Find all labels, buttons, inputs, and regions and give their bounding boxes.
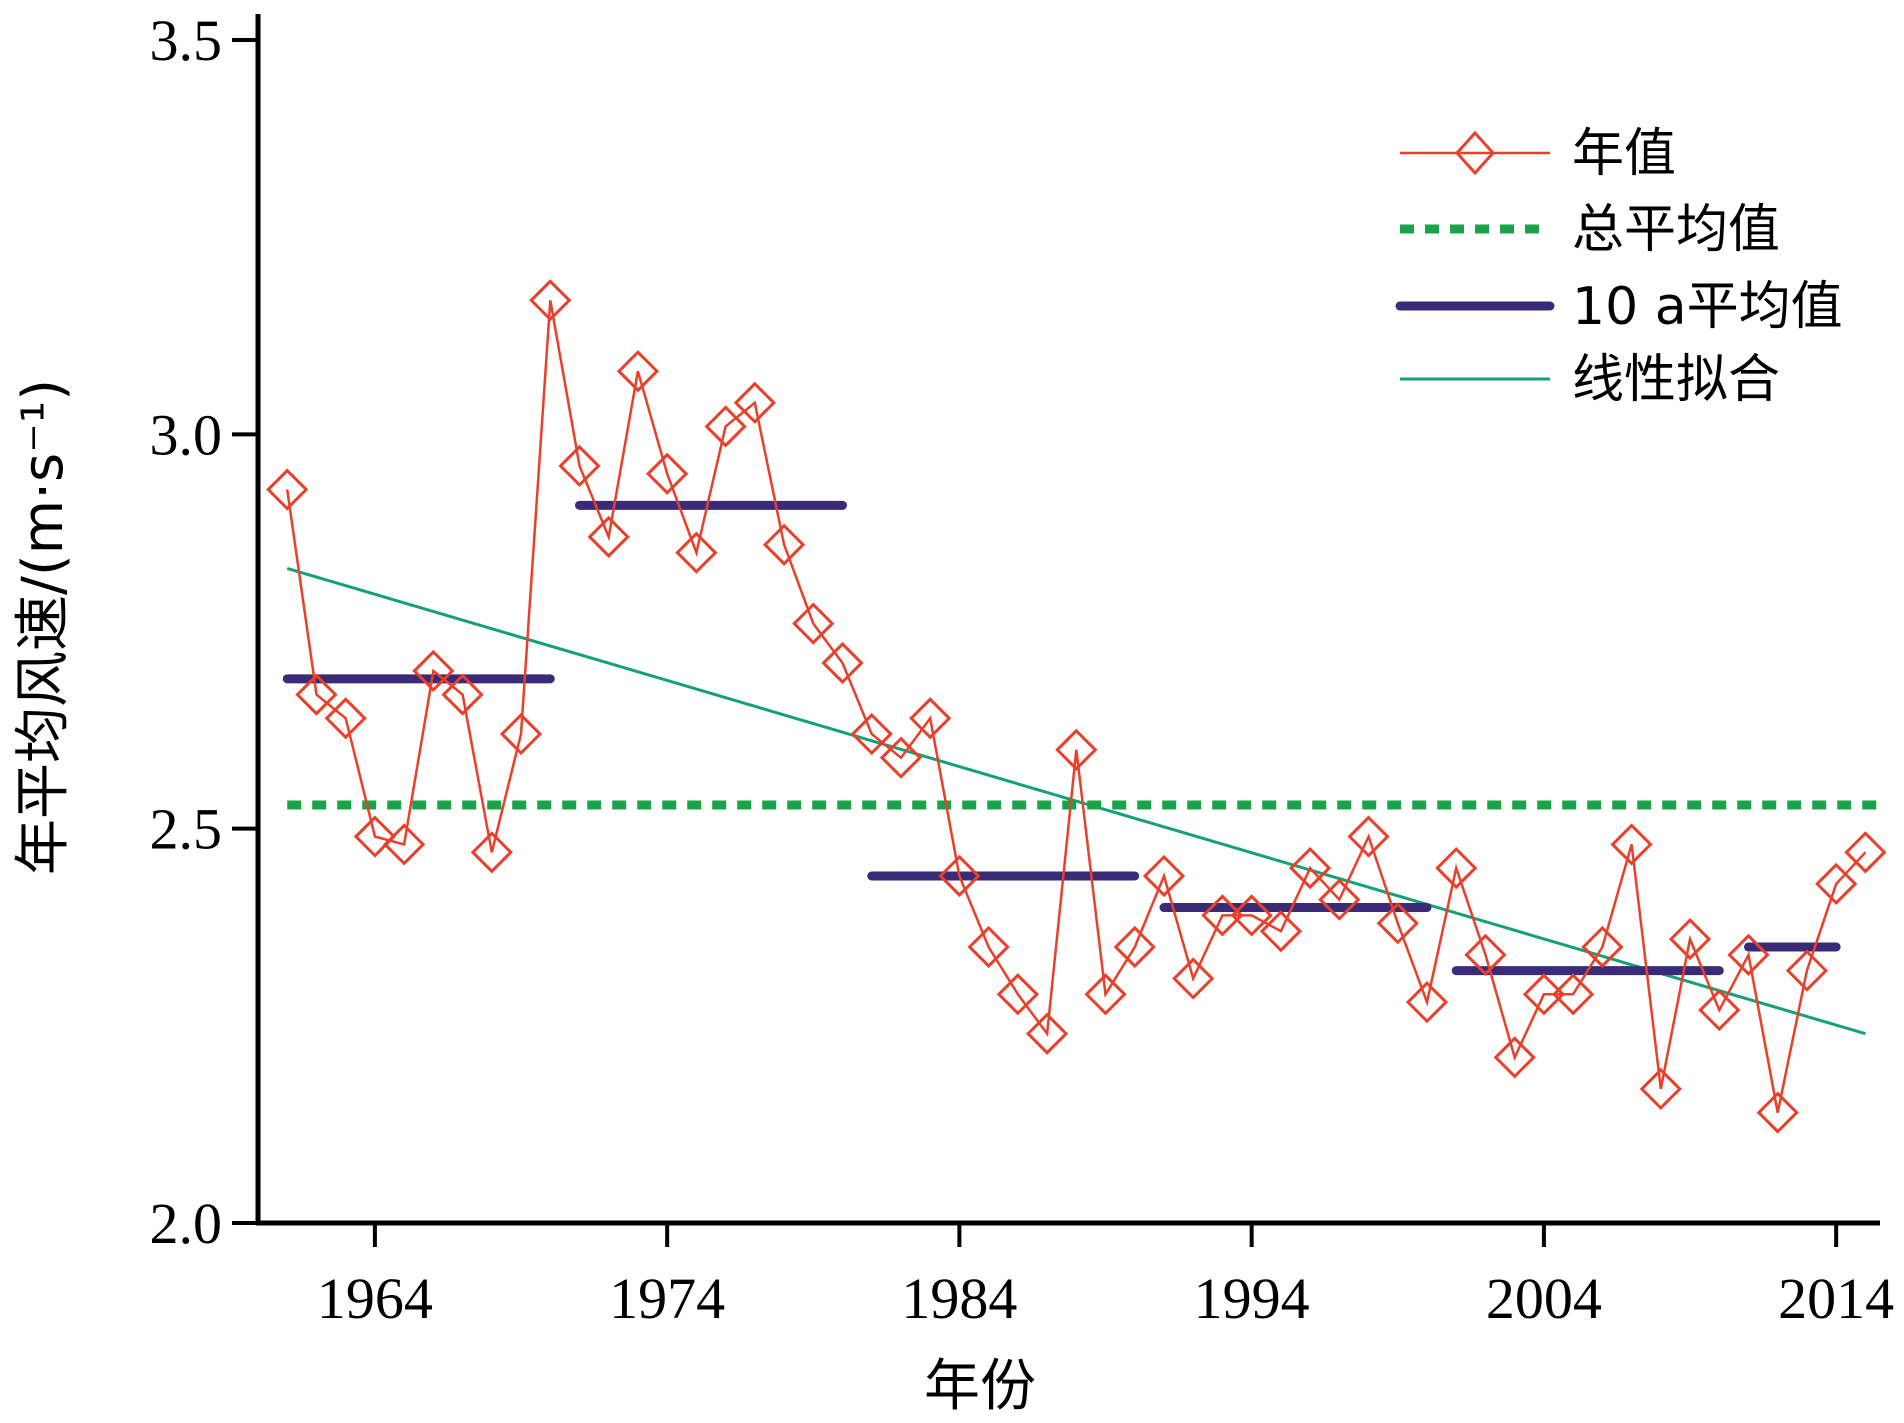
annual-point-1987	[1025, 1012, 1069, 1055]
annual-point-2007	[1610, 823, 1653, 866]
legend-annual-swatch-marker	[1454, 130, 1496, 176]
linear-fit-layer	[286, 566, 1866, 1036]
annual-point-1970	[529, 279, 572, 322]
annual-point-1961	[266, 468, 309, 511]
annual-point-1966	[412, 649, 455, 693]
y-axis-title: 年平均风速/(m·s⁻¹)	[11, 379, 76, 875]
annual-series-layer	[266, 279, 1887, 1134]
annual-point-1963	[324, 697, 367, 740]
annual-series-line	[285, 300, 1867, 1113]
annual-point-1973	[616, 350, 660, 393]
annual-point-1992	[1172, 957, 1215, 1000]
annual-point-1993	[1201, 894, 1244, 937]
annual-point-1976	[704, 405, 747, 448]
annual-point-1983	[909, 697, 952, 740]
annual-point-2003	[1493, 1036, 1536, 1079]
annual-point-2009	[1668, 917, 1712, 961]
annual-point-1979	[792, 602, 835, 645]
annual-point-1997	[1318, 878, 1361, 921]
annual-point-2006	[1581, 925, 1624, 969]
annual-point-1972	[587, 515, 630, 558]
x-axis-title: 年份	[924, 1354, 1036, 1419]
annual-point-1991	[1142, 854, 1186, 898]
annual-point-1967	[441, 673, 484, 716]
annual-point-2001	[1435, 846, 1478, 890]
x-tick-label-1994: 1994	[1194, 1266, 1310, 1331]
annual-point-1986	[996, 973, 1039, 1016]
annual-point-1996	[1288, 846, 1332, 890]
annual-point-1974	[646, 452, 689, 495]
y-tick-label-2.0: 2.0	[150, 1191, 223, 1256]
annual-point-1978	[762, 523, 806, 566]
annual-point-1995	[1259, 910, 1303, 953]
annual-point-1965	[383, 823, 426, 866]
annual-point-1980	[821, 641, 864, 685]
annual-point-2013	[1785, 949, 1829, 992]
x-tick-label-1974: 1974	[609, 1266, 725, 1331]
annual-point-1985	[967, 925, 1010, 969]
annual-point-1999	[1376, 902, 1419, 945]
annual-point-2004	[1522, 973, 1566, 1016]
annual-point-2012	[1756, 1091, 1799, 1134]
annual-point-2008	[1639, 1067, 1682, 1111]
annual-point-1998	[1347, 815, 1390, 858]
annual-point-2000	[1405, 981, 1449, 1024]
x-tick-label-2014: 2014	[1778, 1266, 1894, 1331]
annual-point-1982	[879, 736, 923, 779]
annual-point-1977	[733, 381, 776, 424]
annual-point-1968	[470, 831, 513, 874]
annual-point-2014	[1815, 862, 1858, 905]
annual-point-1990	[1113, 925, 1156, 969]
y-tick-label-3.5: 3.5	[150, 8, 223, 73]
legend-label-annual: 年值	[1572, 124, 1676, 184]
annual-point-1975	[675, 531, 718, 574]
annual-point-1964	[353, 815, 397, 858]
annual-point-2005	[1552, 973, 1595, 1016]
annual-point-1988	[1055, 728, 1098, 771]
annual-point-2011	[1727, 933, 1770, 976]
annual-point-1962	[295, 673, 338, 716]
annual-point-1969	[499, 712, 543, 756]
x-tick-label-1984: 1984	[901, 1266, 1017, 1331]
legend-label-decadal-mean: 10 a平均值	[1572, 277, 1843, 337]
legend-label-linear-fit: 线性拟合	[1572, 350, 1780, 410]
annual-point-1971	[558, 444, 601, 488]
y-tick-label-3.0: 3.0	[150, 402, 223, 467]
annual-point-2015	[1844, 831, 1887, 874]
annual-point-1984	[938, 854, 981, 898]
y-tick-label-2.5: 2.5	[150, 797, 223, 862]
annual-point-1981	[850, 712, 893, 756]
annual-point-2002	[1464, 933, 1507, 976]
axes-layer: 2.0 2.5 3.0 3.5 1964 1974 1984 1994 2004 2014	[150, 8, 1895, 1331]
x-tick-label-1964: 1964	[317, 1266, 433, 1331]
legend: 年值 总平均值 10 a平均值 线性拟合	[1395, 124, 1843, 410]
linear-fit-line	[286, 566, 1866, 1036]
x-tick-label-2004: 2004	[1486, 1266, 1602, 1331]
annual-point-1989	[1084, 973, 1127, 1016]
legend-label-overall-mean: 总平均值	[1572, 200, 1780, 260]
annual-point-2010	[1698, 988, 1741, 1032]
annual-point-1994	[1230, 894, 1273, 937]
